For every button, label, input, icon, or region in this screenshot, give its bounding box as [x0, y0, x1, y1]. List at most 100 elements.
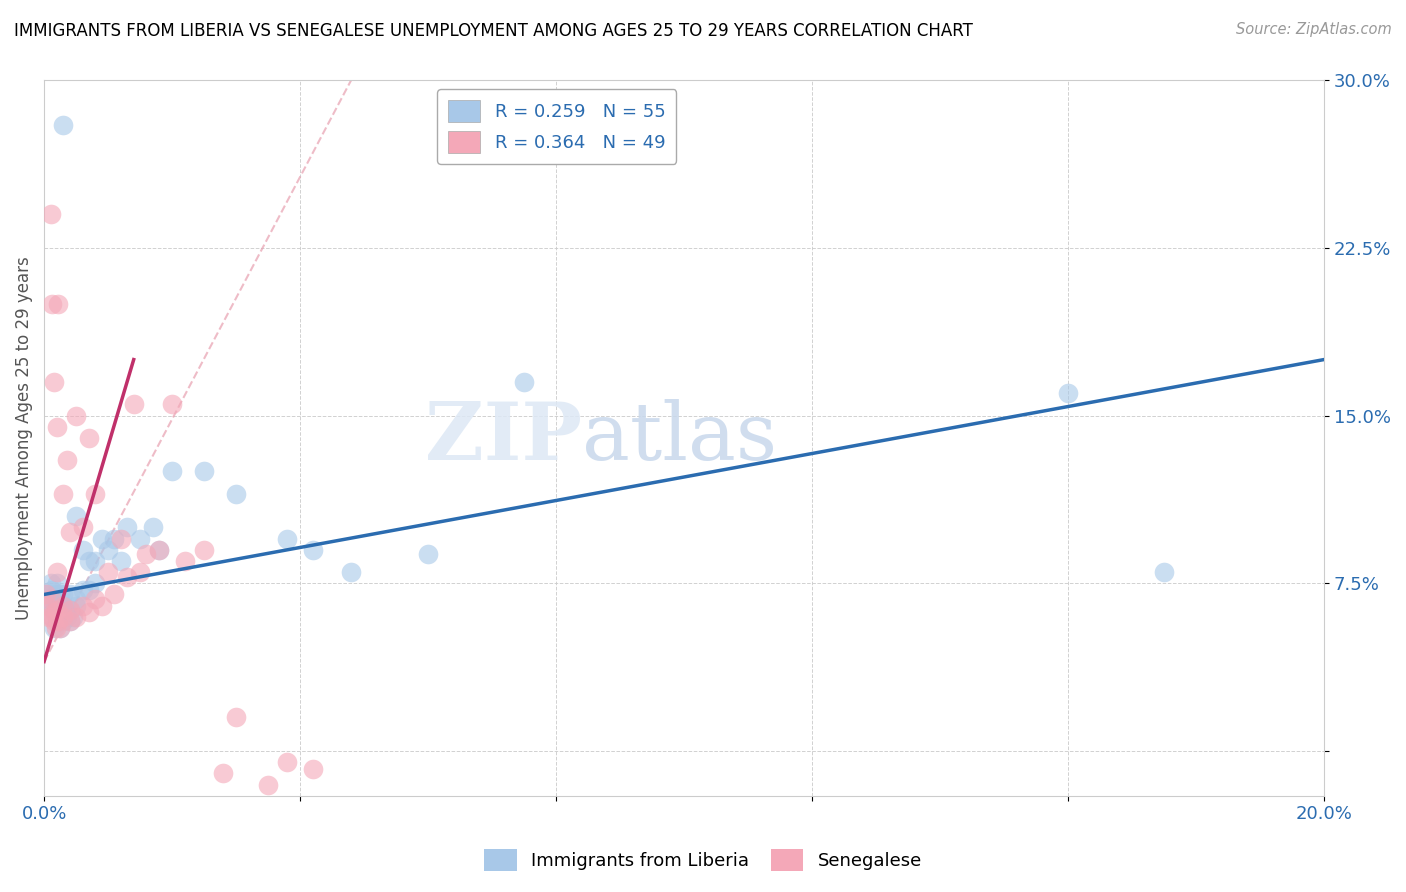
Text: Source: ZipAtlas.com: Source: ZipAtlas.com — [1236, 22, 1392, 37]
Point — [122, 397, 145, 411]
Point — [38, 591, 60, 606]
Point — [173, 554, 195, 568]
Point — [52, 609, 75, 624]
Point — [276, 755, 298, 769]
Point — [1153, 565, 1175, 579]
Point — [49, 621, 72, 635]
Point — [52, 487, 75, 501]
Point — [46, 615, 69, 629]
Point — [39, 576, 62, 591]
Point — [45, 599, 67, 613]
Point — [41, 296, 63, 310]
Point — [72, 599, 94, 613]
Point — [193, 464, 215, 478]
Point — [84, 576, 107, 591]
Point — [135, 547, 157, 561]
Point — [77, 605, 100, 619]
Point — [59, 587, 82, 601]
Point — [77, 582, 100, 597]
Point — [72, 582, 94, 597]
Point — [340, 565, 363, 579]
Point — [110, 554, 132, 568]
Point — [160, 464, 183, 478]
Point — [84, 591, 107, 606]
Point — [52, 599, 75, 613]
Point — [42, 591, 65, 606]
Point — [90, 599, 112, 613]
Point — [49, 621, 72, 635]
Point — [513, 375, 536, 389]
Text: ZIP: ZIP — [425, 399, 582, 477]
Point — [97, 542, 120, 557]
Point — [103, 587, 125, 601]
Point — [45, 419, 67, 434]
Point — [65, 409, 87, 423]
Point — [225, 487, 247, 501]
Point — [416, 547, 439, 561]
Point — [42, 615, 65, 629]
Point — [302, 762, 325, 776]
Point — [97, 565, 120, 579]
Point — [38, 609, 60, 624]
Point — [42, 603, 65, 617]
Point — [45, 603, 67, 617]
Point — [49, 587, 72, 601]
Point — [45, 587, 67, 601]
Point — [39, 591, 62, 606]
Point — [37, 587, 59, 601]
Point — [65, 509, 87, 524]
Point — [49, 603, 72, 617]
Point — [148, 542, 170, 557]
Point — [212, 766, 235, 780]
Point — [39, 599, 62, 613]
Point — [129, 565, 152, 579]
Point — [45, 565, 67, 579]
Point — [72, 520, 94, 534]
Point — [103, 532, 125, 546]
Point — [41, 609, 63, 624]
Point — [46, 296, 69, 310]
Point — [52, 587, 75, 601]
Point — [35, 587, 58, 601]
Point — [193, 542, 215, 557]
Point — [55, 453, 77, 467]
Point — [41, 582, 63, 597]
Point — [42, 621, 65, 635]
Point — [302, 542, 325, 557]
Legend: R = 0.259   N = 55, R = 0.364   N = 49: R = 0.259 N = 55, R = 0.364 N = 49 — [437, 89, 676, 164]
Point — [52, 599, 75, 613]
Y-axis label: Unemployment Among Ages 25 to 29 years: Unemployment Among Ages 25 to 29 years — [15, 256, 32, 620]
Point — [72, 542, 94, 557]
Point — [59, 603, 82, 617]
Point — [45, 621, 67, 635]
Legend: Immigrants from Liberia, Senegalese: Immigrants from Liberia, Senegalese — [477, 842, 929, 879]
Point — [42, 605, 65, 619]
Point — [117, 569, 139, 583]
Point — [90, 532, 112, 546]
Point — [42, 375, 65, 389]
Point — [225, 710, 247, 724]
Point — [37, 599, 59, 613]
Point — [45, 576, 67, 591]
Point — [117, 520, 139, 534]
Point — [59, 615, 82, 629]
Point — [65, 609, 87, 624]
Point — [160, 397, 183, 411]
Point — [39, 207, 62, 221]
Point — [55, 609, 77, 624]
Point — [65, 591, 87, 606]
Point — [41, 609, 63, 624]
Point — [62, 609, 84, 624]
Text: IMMIGRANTS FROM LIBERIA VS SENEGALESE UNEMPLOYMENT AMONG AGES 25 TO 29 YEARS COR: IMMIGRANTS FROM LIBERIA VS SENEGALESE UN… — [14, 22, 973, 40]
Point — [257, 778, 280, 792]
Point — [142, 520, 165, 534]
Point — [77, 431, 100, 445]
Point — [46, 605, 69, 619]
Point — [84, 554, 107, 568]
Point — [59, 603, 82, 617]
Point — [52, 118, 75, 132]
Point — [59, 615, 82, 629]
Point — [59, 524, 82, 539]
Point — [148, 542, 170, 557]
Point — [46, 615, 69, 629]
